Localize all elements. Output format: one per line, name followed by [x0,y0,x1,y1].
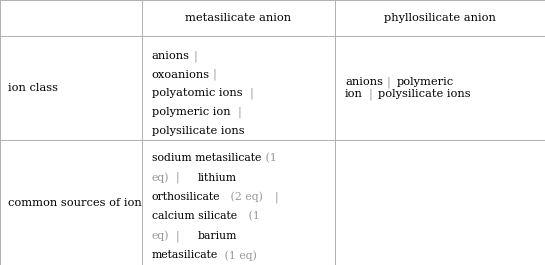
Text: eq): eq) [152,231,169,241]
Text: metasilicate: metasilicate [152,250,218,260]
Text: anions: anions [345,77,383,87]
Text: |: | [268,191,278,203]
Text: oxoanions: oxoanions [152,70,210,80]
Text: (1 eq): (1 eq) [221,250,257,260]
Text: anions: anions [152,51,190,61]
Text: |: | [238,107,241,118]
Text: polysilicate ions: polysilicate ions [378,89,470,99]
Text: ion class: ion class [8,83,58,93]
Text: |: | [250,88,254,99]
Text: metasilicate anion: metasilicate anion [185,13,292,23]
Text: orthosilicate: orthosilicate [152,192,220,202]
Text: (1: (1 [262,153,277,163]
Text: barium: barium [198,231,238,241]
Text: |: | [213,69,216,80]
Text: sodium metasilicate: sodium metasilicate [152,153,261,163]
Text: (2 eq): (2 eq) [227,192,263,202]
Text: ion: ion [345,89,363,99]
Text: |: | [193,50,197,61]
Text: |: | [169,172,186,183]
Text: common sources of ion: common sources of ion [8,198,142,208]
Text: (1: (1 [245,211,259,222]
Text: polyatomic ions: polyatomic ions [152,89,242,98]
Text: lithium: lithium [198,173,237,183]
Text: |: | [169,230,186,242]
Text: polymeric ion: polymeric ion [152,107,230,117]
Text: |: | [368,89,372,100]
Text: eq): eq) [152,172,169,183]
Text: polysilicate ions: polysilicate ions [152,126,244,136]
Text: phyllosilicate anion: phyllosilicate anion [384,13,496,23]
Text: polymeric: polymeric [397,77,454,87]
Text: |: | [387,76,391,88]
Text: calcium silicate: calcium silicate [152,211,237,222]
